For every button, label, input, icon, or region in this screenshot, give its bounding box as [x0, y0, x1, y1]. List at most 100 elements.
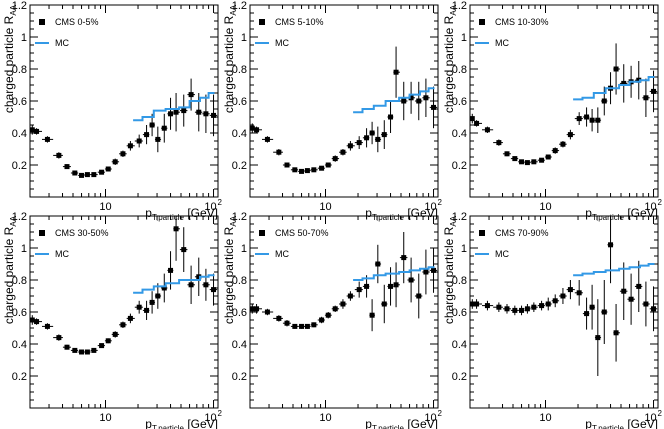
legend-marker-data: [259, 19, 265, 25]
y-axis-title-subscript: AA: [229, 215, 238, 226]
data-point: [127, 315, 133, 321]
y-tick-label: 1.2: [232, 211, 247, 223]
x-axis-title-subscript: T,particle: [372, 213, 405, 222]
y-tick-label: 0.4: [452, 128, 467, 140]
data-point: [203, 282, 209, 288]
y-axis-title-main: charged particle R: [222, 15, 236, 113]
data-point: [161, 125, 167, 131]
data-point: [643, 301, 649, 307]
data-point: [628, 296, 634, 302]
y-tick-label: 0.2: [232, 160, 247, 172]
legend-marker-data: [479, 19, 485, 25]
x-axis-title-main: p: [585, 206, 592, 220]
data-point: [79, 172, 85, 178]
data-point: [552, 148, 558, 154]
data-point: [364, 283, 370, 289]
y-tick-label: 1.2: [452, 0, 467, 12]
y-tick-label: 0.6: [12, 96, 27, 108]
x-tick-exponent: 2: [438, 409, 443, 418]
data-point: [539, 303, 545, 309]
data-point: [56, 335, 62, 341]
data-point: [319, 165, 325, 171]
y-tick-label: 1: [461, 243, 467, 255]
data-point: [496, 140, 502, 146]
y-axis-title-subscript: AA: [229, 4, 238, 15]
data-point: [431, 104, 437, 110]
data-point: [211, 112, 217, 118]
legend-marker-data: [39, 230, 45, 236]
data-point: [484, 127, 490, 133]
y-tick-label: 0.8: [452, 275, 467, 287]
y-tick-label: 0.2: [232, 371, 247, 383]
x-tick-label: 10: [539, 201, 551, 213]
data-point: [30, 317, 35, 323]
data-point: [416, 293, 422, 299]
y-tick-label: 1.2: [452, 211, 467, 223]
data-point: [34, 319, 40, 325]
legend-label-data: CMS 30-50%: [55, 228, 109, 238]
data-point: [584, 114, 590, 120]
legend-label-mc: MC: [275, 38, 289, 48]
data-point: [332, 306, 338, 312]
y-tick-label: 1.2: [232, 0, 247, 12]
data-point: [347, 143, 353, 149]
legend-label-mc: MC: [495, 249, 509, 259]
x-axis-title-main: p: [585, 417, 592, 429]
data-point: [589, 304, 595, 310]
data-point: [149, 122, 155, 128]
x-axis-title-unit: [GeV]: [624, 417, 658, 429]
data-point: [250, 306, 255, 312]
x-tick-label: 10: [204, 201, 216, 213]
data-point: [304, 168, 310, 174]
data-point: [423, 95, 429, 101]
y-axis-title: charged particle RAA: [222, 215, 238, 324]
data-point: [340, 149, 346, 155]
data-point: [64, 164, 70, 170]
data-point: [120, 151, 126, 157]
y-tick-label: 0.6: [12, 307, 27, 319]
data-point: [531, 304, 537, 310]
data-point: [168, 111, 174, 117]
data-point: [276, 315, 282, 321]
x-tick-label: 10: [99, 412, 111, 424]
data-point: [136, 304, 142, 310]
data-point: [84, 172, 90, 178]
x-axis-title: pT,particle [GeV]: [585, 206, 658, 222]
data-point: [416, 98, 422, 104]
data-point: [560, 141, 566, 147]
y-axis-title-main: charged particle R: [222, 226, 236, 324]
data-point: [567, 132, 573, 138]
y-axis-title: charged particle RAA: [222, 4, 238, 113]
data-point: [595, 335, 601, 341]
data-point: [356, 287, 362, 293]
data-point: [621, 80, 627, 86]
legend-label-mc: MC: [275, 249, 289, 259]
x-tick-label: 10: [644, 412, 656, 424]
data-point: [393, 282, 399, 288]
data-point: [44, 136, 50, 142]
y-tick-label: 1.2: [12, 211, 27, 223]
panel-1: 10 10 20.20.40.60.811.2pT,particle [GeV]ch…: [222, 0, 443, 222]
data-point: [299, 168, 305, 174]
panel-4: 10 10 20.20.40.60.811.2pT,particle [GeV]ch…: [222, 211, 443, 429]
data-point: [584, 311, 590, 317]
legend-label-mc: MC: [55, 38, 69, 48]
data-layer: [30, 78, 218, 178]
x-tick-exponent: 2: [438, 198, 443, 207]
plot-frame: [249, 215, 439, 409]
mc-step-line: [573, 263, 655, 277]
y-tick-label: 0.4: [452, 339, 467, 351]
x-axis-title: pT,particle [GeV]: [145, 417, 218, 429]
data-point: [504, 151, 510, 157]
legend-label-mc: MC: [55, 249, 69, 259]
y-axis-title: charged particle RAA: [442, 4, 458, 113]
data-point: [369, 312, 375, 318]
data-point: [72, 170, 78, 176]
data-point: [127, 143, 133, 149]
data-point: [64, 344, 70, 350]
y-tick-label: 1.2: [12, 0, 27, 12]
y-tick-label: 0.2: [452, 160, 467, 172]
legend-label-data: CMS 5-10%: [275, 17, 324, 27]
y-tick-label: 0.6: [232, 96, 247, 108]
